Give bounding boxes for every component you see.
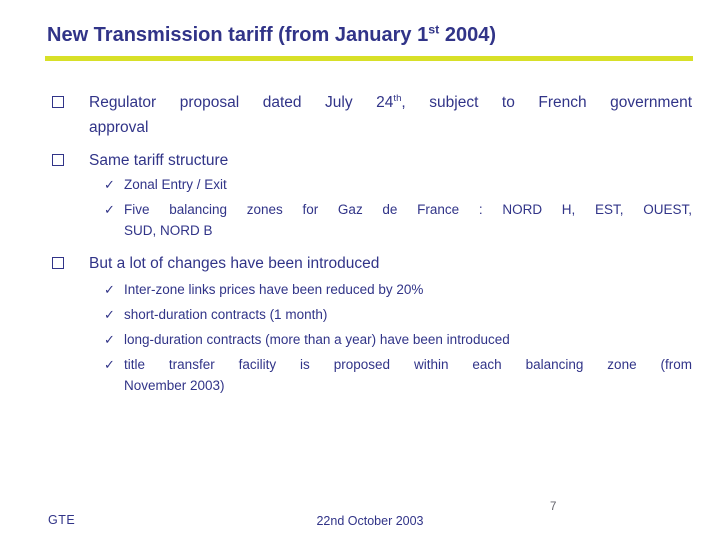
bullet-text: But a lot of changes have been introduce… [89, 255, 380, 272]
bullet-text-line: approval [89, 119, 149, 136]
footer-date: 22nd October 2003 [316, 514, 424, 528]
checkmark-bullet-icon: ✓ [104, 357, 115, 372]
page-title: New Transmission tariff (from January 1s… [47, 22, 496, 48]
sub-bullet-item: ✓ title transfer facility is proposed wi… [104, 354, 692, 396]
sub-bullet-text-line: SUD, NORD B [124, 223, 213, 238]
bullet-item: Same tariff structure [52, 148, 692, 173]
checkmark-bullet-icon: ✓ [104, 332, 115, 347]
sub-bullet-item: ✓ Inter-zone links prices have been redu… [104, 279, 692, 300]
sub-bullet-item: ✓ long-duration contracts (more than a y… [104, 329, 692, 350]
footer-org-label: GTE [48, 513, 76, 527]
title-accent-rule [45, 56, 693, 61]
sub-bullet-text-line: Five balancing zones for Gaz de France :… [124, 202, 692, 217]
superscript-th: th [393, 92, 402, 104]
sub-bullet-text: short-duration contracts (1 month) [124, 307, 328, 322]
bullet-item: Regulator proposal dated July 24th, subj… [52, 90, 692, 140]
bullet-item: But a lot of changes have been introduce… [52, 251, 692, 276]
sub-bullet-text: Inter-zone links prices have been reduce… [124, 282, 424, 297]
page-number: 7 [550, 501, 557, 513]
square-bullet-icon [52, 257, 64, 269]
sub-bullet-text-line: title transfer facility is proposed with… [124, 357, 692, 372]
sub-bullet-item: ✓ Zonal Entry / Exit [104, 174, 692, 195]
title-superscript: st [428, 22, 440, 37]
square-bullet-icon [52, 154, 64, 166]
title-text: 2004) [439, 24, 496, 46]
sub-bullet-text-line: November 2003) [124, 378, 225, 393]
checkmark-bullet-icon: ✓ [104, 307, 115, 322]
bullet-text-line: Regulator proposal dated July 24th, subj… [89, 92, 692, 111]
checkmark-bullet-icon: ✓ [104, 202, 115, 217]
sub-bullet-item: ✓ Five balancing zones for Gaz de France… [104, 199, 692, 241]
sub-bullet-text: Zonal Entry / Exit [124, 177, 227, 192]
bullet-text: Same tariff structure [89, 152, 229, 169]
square-bullet-icon [52, 96, 64, 108]
checkmark-bullet-icon: ✓ [104, 177, 115, 192]
checkmark-bullet-icon: ✓ [104, 282, 115, 297]
title-text: New Transmission tariff (from January 1 [47, 24, 429, 46]
sub-bullet-text: long-duration contracts (more than a yea… [124, 332, 510, 347]
sub-bullet-item: ✓ short-duration contracts (1 month) [104, 304, 692, 325]
